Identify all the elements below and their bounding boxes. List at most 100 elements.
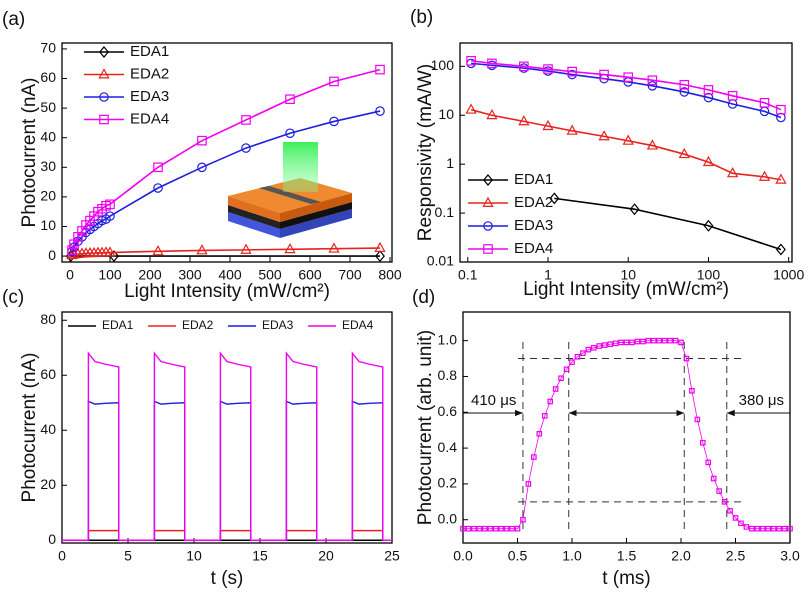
marker (465, 525, 472, 532)
y-tick-label: 10 (40, 217, 56, 233)
x-tick-label: 700 (338, 267, 362, 283)
marker (104, 246, 116, 257)
inset-layer (280, 209, 352, 238)
marker (569, 359, 575, 365)
marker (607, 341, 613, 348)
marker (705, 459, 712, 466)
y-tick-label: 0 (48, 531, 56, 547)
marker (776, 525, 782, 532)
marker (153, 183, 163, 193)
marker (329, 76, 339, 87)
annotation: 380 μs (739, 392, 784, 409)
marker (487, 58, 497, 69)
marker (775, 173, 787, 184)
marker (640, 338, 646, 345)
marker (754, 525, 761, 532)
marker (650, 337, 657, 344)
annotation: 410 μs (471, 392, 516, 409)
y-tick-label: 40 (40, 128, 56, 144)
marker (787, 525, 793, 532)
y-axis-title: Responsivity (mA/W) (415, 64, 436, 241)
x-tick-label: 0 (66, 267, 74, 283)
marker (525, 481, 532, 487)
inset-layer (228, 205, 280, 229)
legend-label: EDA2 (182, 318, 214, 332)
marker (482, 525, 488, 532)
x-tick-label: 0 (58, 548, 66, 564)
x-tick-label: 400 (218, 267, 242, 283)
marker (721, 499, 728, 505)
x-tick-label: 600 (298, 267, 322, 283)
marker (634, 338, 641, 345)
marker (549, 192, 560, 205)
x-tick-label: 5 (124, 548, 132, 564)
marker (647, 75, 658, 86)
y-tick-label: 10 (438, 106, 454, 122)
marker (197, 135, 207, 146)
marker (683, 355, 690, 362)
series-line (62, 351, 392, 541)
marker (105, 211, 115, 221)
marker (647, 81, 658, 91)
marker (759, 525, 766, 532)
marker (518, 115, 530, 126)
marker (775, 243, 786, 256)
marker (590, 345, 597, 351)
marker (541, 413, 548, 419)
marker (781, 525, 788, 532)
marker (678, 147, 690, 159)
marker (645, 337, 652, 344)
marker (483, 244, 493, 254)
y-tick-label: 70 (40, 40, 56, 56)
marker (152, 245, 164, 256)
x-tick-label: 1.5 (617, 548, 637, 564)
marker (240, 243, 252, 254)
marker (623, 72, 634, 82)
panel-label: (b) (410, 7, 433, 28)
legend-label: EDA4 (342, 318, 374, 332)
marker (241, 115, 251, 125)
x-tick-label: 500 (258, 267, 282, 283)
marker (99, 46, 109, 58)
marker (580, 350, 586, 356)
marker (667, 337, 673, 344)
marker (375, 64, 385, 75)
marker (765, 525, 772, 532)
legend-label: EDA1 (130, 43, 169, 60)
marker (531, 454, 537, 460)
y-tick-label: 80 (40, 311, 56, 327)
y-tick-label: 0 (48, 247, 56, 263)
marker (622, 134, 634, 145)
marker (67, 245, 77, 255)
y-tick-label: 100 (431, 57, 455, 73)
marker (514, 525, 521, 532)
marker (574, 353, 581, 360)
plot-frame (61, 42, 393, 263)
marker (109, 250, 119, 263)
marker (284, 242, 296, 254)
marker (599, 69, 609, 80)
marker (743, 524, 750, 530)
marker (519, 61, 529, 72)
marker (612, 340, 619, 347)
marker (99, 92, 109, 102)
marker (672, 337, 679, 344)
marker (558, 375, 564, 382)
y-tick-label: 30 (40, 158, 56, 174)
marker (629, 339, 635, 346)
series-line (62, 400, 392, 541)
marker (563, 366, 570, 373)
plot-frame (462, 311, 791, 544)
marker (466, 55, 476, 66)
marker (542, 119, 554, 131)
x-tick-label: 200 (138, 267, 162, 283)
marker (646, 139, 659, 150)
marker (498, 525, 504, 532)
marker (732, 515, 739, 521)
legend-label: EDA3 (130, 88, 169, 105)
marker (197, 162, 207, 173)
y-tick-label: 0.01 (427, 253, 454, 269)
y-tick-label: 20 (40, 476, 56, 492)
x-tick-label: 2.0 (671, 548, 691, 564)
marker (726, 167, 739, 178)
